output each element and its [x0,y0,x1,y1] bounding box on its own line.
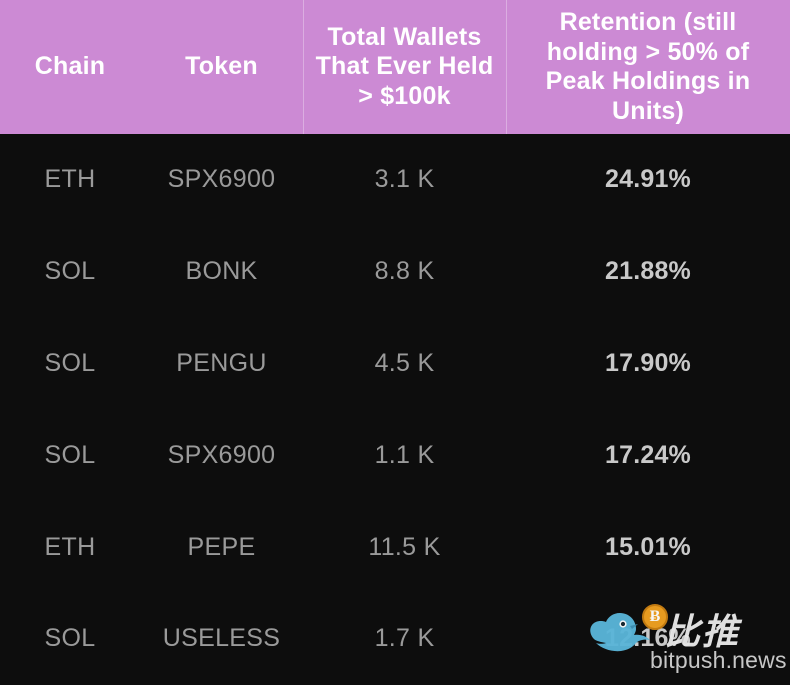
cell-chain-value: ETH [44,165,96,194]
cell-total-wallets-value: 3.1 K [374,165,435,194]
cell-retention-value: 17.24% [605,440,691,469]
header-column-divider-1 [303,0,304,134]
cell-total-wallets: 3.1 K [303,165,506,194]
table-row: ETH PEPE 11.5 K 15.01% [0,501,790,593]
cell-retention-value: 24.91% [605,165,691,194]
cell-chain: SOL [0,624,140,653]
column-header-total-wallets-line1: Total Wallets [327,22,482,51]
column-header-chain: Chain [0,0,140,134]
cell-total-wallets: 4.5 K [303,349,506,378]
cell-token-value: PEPE [187,532,256,561]
cell-token-value: SPX6900 [167,165,276,194]
cell-chain-value: SOL [44,257,96,286]
header-column-divider-2 [506,0,507,134]
cell-retention: 12.16% [506,624,790,653]
cell-total-wallets-value: 11.5 K [368,532,441,561]
cell-retention: 24.91% [506,165,790,194]
cell-token: PEPE [140,533,303,562]
cell-token: SPX6900 [140,441,303,470]
cell-retention: 17.90% [506,349,790,378]
table-row: SOL PENGU 4.5 K 17.90% [0,318,790,410]
table-body: ETH SPX6900 3.1 K 24.91% SOL BONK 8.8 K … [0,134,790,685]
column-header-token: Token [140,0,303,134]
table-row: ETH SPX6900 3.1 K 24.91% [0,134,790,226]
cell-retention: 21.88% [506,257,790,286]
column-header-total-wallets-line2: That Ever Held [315,52,494,81]
column-header-retention-line1: Retention (still [559,8,737,36]
column-header-total-wallets-line3: > $100k [358,81,451,110]
column-header-total-wallets-label: Total Wallets That Ever Held > $100k [316,23,494,112]
cell-total-wallets-value: 1.7 K [374,624,435,653]
cell-total-wallets: 11.5 K [303,533,506,562]
column-header-token-label: Token [185,52,258,81]
cell-token-value: BONK [185,257,258,286]
cell-total-wallets-value: 8.8 K [374,257,435,286]
cell-total-wallets-value: 4.5 K [374,348,435,377]
column-header-retention: Retention (still holding > 50% of Peak H… [506,0,790,134]
table-row: SOL USELESS 1.7 K 12.16% [0,593,790,685]
cell-token: BONK [140,257,303,286]
cell-chain-value: SOL [44,440,96,469]
cell-retention-value: 15.01% [605,532,691,561]
cell-chain-value: SOL [44,624,96,653]
cell-chain: SOL [0,441,140,470]
cell-token-value: PENGU [176,348,267,377]
column-header-retention-line4: Units) [611,96,684,125]
cell-retention-value: 21.88% [605,257,691,286]
cell-chain-value: SOL [44,348,96,377]
cell-chain: ETH [0,165,140,194]
cell-token: SPX6900 [140,165,303,194]
cell-chain-value: ETH [44,532,96,561]
cell-total-wallets: 8.8 K [303,257,506,286]
cell-chain: SOL [0,349,140,378]
cell-token: USELESS [140,624,303,653]
column-header-chain-label: Chain [34,52,106,81]
cell-total-wallets: 1.1 K [303,441,506,470]
cell-token: PENGU [140,349,303,378]
cell-retention-value: 17.90% [605,348,691,377]
cell-total-wallets-value: 1.1 K [374,440,435,469]
table-header-row: Chain Token Total Wallets That Ever Held… [0,0,790,134]
table-row: SOL BONK 8.8 K 21.88% [0,226,790,318]
cell-chain: ETH [0,533,140,562]
column-header-retention-line2: holding > 50% of [546,37,750,66]
column-header-retention-line3: Peak Holdings in [545,67,751,95]
column-header-retention-label: Retention (still holding > 50% of Peak H… [546,8,751,126]
cell-retention-value: 12.16% [605,624,691,653]
cell-total-wallets: 1.7 K [303,624,506,653]
cell-token-value: USELESS [162,624,281,653]
cell-token-value: SPX6900 [167,440,276,469]
table-row: SOL SPX6900 1.1 K 17.24% [0,409,790,501]
cell-retention: 15.01% [506,533,790,562]
cell-chain: SOL [0,257,140,286]
column-header-total-wallets: Total Wallets That Ever Held > $100k [303,0,506,134]
cell-retention: 17.24% [506,441,790,470]
